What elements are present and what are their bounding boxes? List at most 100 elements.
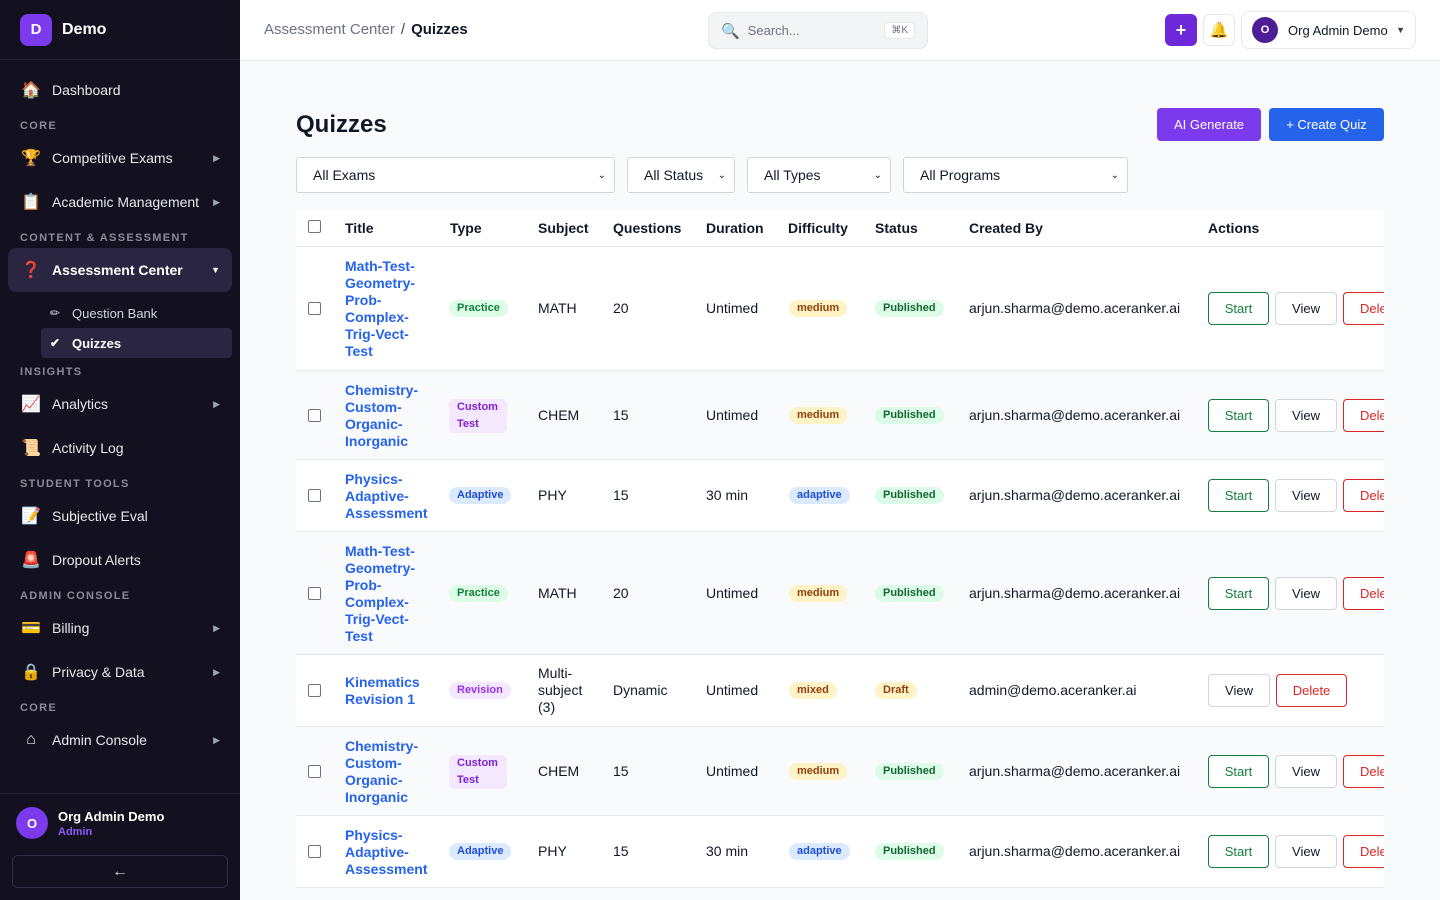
sidebar-item-subjective-eval[interactable]: 📝 Subjective Eval (21, 508, 148, 525)
topbar: Assessment Center / Quizzes 🔍 Search... ⌘K… (240, 0, 1440, 61)
delete-button[interactable]: Delete (1343, 479, 1384, 512)
subject-cell: CHEM (538, 762, 580, 779)
row-actions: View Delete (296, 655, 1384, 726)
breadcrumb-current: Quizzes (411, 21, 468, 38)
sidebar-item-privacy-data[interactable]: 🔒 Privacy & Data ▶ (21, 664, 220, 681)
ai-generate-button[interactable]: AI Generate (1157, 108, 1261, 141)
delete-button[interactable]: Delete (1343, 835, 1384, 868)
row-actions: StartViewDelete (296, 371, 1384, 459)
sidebar-user[interactable]: O Org Admin Demo Admin (0, 794, 240, 839)
select-all-checkbox[interactable] (308, 220, 321, 233)
program-filter-select[interactable]: All Programs ⌄ (903, 157, 1128, 193)
sidebar-item-academic-management[interactable]: 📋 Academic Management ▶ (21, 194, 220, 211)
sidebar-item-billing[interactable]: 💳 Billing ▶ (21, 620, 220, 637)
start-button[interactable]: Start (1208, 479, 1269, 512)
header-difficulty[interactable]: Difficulty (788, 220, 848, 236)
sidebar-item-activity-log[interactable]: 📜 Activity Log (21, 440, 124, 457)
page-title: Quizzes (296, 111, 387, 138)
header-title[interactable]: Title (345, 220, 374, 236)
start-button[interactable]: Start (1208, 754, 1269, 788)
start-button[interactable]: Start (1208, 398, 1269, 432)
quiz-title-link[interactable]: Chemistry-Custom-Organic-Inorganic (345, 737, 419, 805)
view-button[interactable]: View (1275, 398, 1337, 432)
duration-cell: Untimed (706, 584, 759, 601)
row-checkbox[interactable] (308, 302, 321, 315)
notifications-button[interactable]: 🔔 (1203, 14, 1235, 46)
sidebar-item-competitive-exams[interactable]: 🏆 Competitive Exams ▶ (21, 150, 220, 167)
delete-button[interactable]: Delete (1343, 576, 1384, 610)
created-by-cell: arjun.sharma@demo.aceranker.ai (969, 300, 1181, 316)
delete-button[interactable]: Delete (1343, 398, 1384, 432)
sidebar-item-dashboard[interactable]: 🏠 Dashboard (21, 82, 121, 99)
exam-filter-select[interactable]: All Exams ⌄ (296, 157, 615, 193)
start-button[interactable]: Start (1208, 292, 1269, 325)
sidebar-item-admin-console[interactable]: ⌂ Admin Console ▶ (0, 718, 240, 762)
created-by-cell: admin@demo.aceranker.ai (969, 682, 1137, 698)
delete-button[interactable]: Delete (1276, 674, 1347, 707)
duration-cell: 30 min (706, 487, 749, 503)
view-button[interactable]: View (1275, 754, 1337, 788)
table-body: Math-Test-Geometry-Prob-Complex-Trig-Vec… (296, 247, 1384, 888)
header-created-by[interactable]: Created By (969, 220, 1043, 236)
create-quiz-button[interactable]: + Create Quiz (1269, 108, 1384, 141)
created-by-cell: arjun.sharma@demo.aceranker.ai (969, 487, 1181, 503)
header-subject[interactable]: Subject (538, 220, 589, 236)
memo-icon: 📝 (21, 508, 41, 525)
difficulty-badge: medium (789, 762, 848, 780)
sidebar-subitem-question-bank[interactable]: ✏ Question Bank (50, 305, 158, 321)
header-status[interactable]: Status (875, 220, 918, 236)
row-checkbox[interactable] (308, 586, 321, 600)
sidebar-item-assessment-center[interactable]: ❓ Assessment Center ▼ (8, 248, 232, 292)
nav-section-student-tools: STUDENT TOOLS (20, 478, 130, 490)
sidebar-subitem-quizzes[interactable]: ✔ Quizzes (41, 328, 232, 358)
start-button[interactable]: Start (1208, 835, 1269, 868)
pencil-icon: ✏ (50, 306, 61, 320)
quiz-title-link[interactable]: Kinematics Revision 1 (345, 674, 420, 707)
chevron-down-icon: ⌄ (1110, 169, 1119, 181)
main-content: Quizzes AI Generate + Create Quiz All Ex… (240, 61, 1440, 900)
home-icon: 🏠 (21, 82, 41, 99)
quiz-title-link[interactable]: Math-Test-Geometry-Prob-Complex-Trig-Vec… (345, 542, 416, 644)
row-checkbox[interactable] (308, 489, 321, 502)
quiz-title-link[interactable]: Physics-Adaptive-Assessment (345, 470, 428, 521)
view-button[interactable]: View (1208, 674, 1270, 707)
quiz-title-link[interactable]: Math-Test-Geometry-Prob-Complex-Trig-Vec… (345, 258, 416, 359)
subject-cell: CHEM (538, 406, 580, 423)
sidebar-item-analytics[interactable]: 📈 Analytics ▶ (21, 396, 220, 413)
quiz-title-link[interactable]: Chemistry-Custom-Organic-Inorganic (345, 381, 419, 449)
header-questions[interactable]: Questions (613, 220, 682, 236)
header-duration[interactable]: Duration (706, 220, 764, 236)
type-badge: Adaptive (449, 843, 512, 860)
type-badge: Practice (449, 584, 508, 602)
search-input[interactable]: 🔍 Search... ⌘K (708, 12, 928, 49)
view-button[interactable]: View (1275, 835, 1337, 868)
delete-button[interactable]: Delete (1343, 754, 1384, 788)
account-menu[interactable]: O Org Admin Demo ▼ (1241, 11, 1416, 49)
type-filter-select[interactable]: All Types ⌄ (747, 157, 891, 193)
row-actions: StartViewDelete (296, 247, 1384, 370)
table-header: Title Type Subject Questions Duration Di… (296, 209, 1384, 247)
chevron-right-icon: ▶ (213, 734, 220, 745)
row-checkbox[interactable] (308, 845, 321, 858)
quick-add-button[interactable]: + (1165, 14, 1197, 46)
row-checkbox[interactable] (308, 408, 321, 422)
header-type[interactable]: Type (450, 220, 482, 236)
row-checkbox[interactable] (308, 764, 321, 778)
chevron-down-icon: ⌄ (873, 169, 882, 181)
view-button[interactable]: View (1275, 479, 1337, 512)
row-actions: StartViewDelete (296, 532, 1384, 654)
brand[interactable]: D Demo (0, 0, 240, 60)
chevron-down-icon: ⌄ (717, 169, 726, 181)
delete-button[interactable]: Delete (1343, 292, 1384, 325)
status-filter-select[interactable]: All Status ⌄ (627, 157, 735, 193)
collapse-sidebar-button[interactable]: ← (12, 855, 228, 888)
search-placeholder: Search... (747, 23, 800, 38)
start-button[interactable]: Start (1208, 576, 1269, 610)
view-button[interactable]: View (1275, 576, 1337, 610)
quiz-title-link[interactable]: Physics-Adaptive-Assessment (345, 826, 428, 877)
view-button[interactable]: View (1275, 292, 1337, 325)
sidebar-item-dropout-alerts[interactable]: 🚨 Dropout Alerts (21, 552, 141, 569)
search-shortcut: ⌘K (884, 22, 915, 39)
row-checkbox[interactable] (308, 684, 321, 697)
breadcrumb-parent[interactable]: Assessment Center (264, 21, 395, 38)
